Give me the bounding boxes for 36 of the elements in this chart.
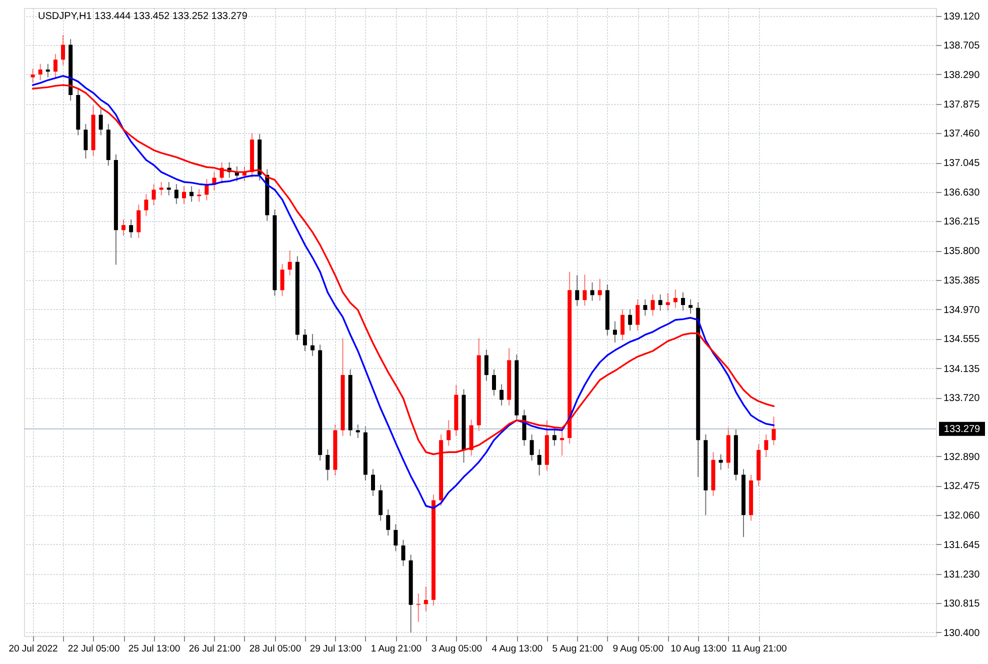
y-tick-label: 138.290 [944, 70, 980, 81]
x-tick-label: 26 Jul 21:00 [188, 644, 241, 654]
y-tick-label: 139.120 [944, 11, 980, 22]
y-tick-label: 137.045 [944, 158, 980, 170]
y-tick-label: 137.460 [944, 128, 980, 140]
y-tick-label: 136.630 [944, 187, 980, 198]
x-tick-label: 25 Jul 13:00 [128, 644, 180, 654]
y-tick-label: 134.555 [944, 334, 980, 346]
y-tick-label: 132.060 [944, 510, 980, 522]
y-tick-label: 131.645 [944, 540, 980, 551]
x-tick-label: 4 Aug 13:00 [492, 644, 543, 654]
y-tick-label: 135.385 [944, 275, 980, 286]
y-tick-label: 134.970 [944, 304, 980, 316]
ref-line-label: 133.279 [944, 424, 981, 435]
y-tick-label: 136.215 [944, 216, 980, 228]
y-tick-label: 133.720 [944, 393, 980, 404]
y-tick-label: 132.890 [944, 452, 980, 463]
chart-title: USDJPY,H1 133.444 133.452 133.252 133.279 [38, 11, 248, 22]
y-tick-label: 134.135 [944, 364, 980, 375]
y-tick-label: 132.475 [944, 481, 980, 492]
x-tick-label: 1 Aug 21:00 [370, 644, 422, 654]
x-tick-label: 11 Aug 21:00 [731, 644, 787, 654]
x-tick-label: 3 Aug 05:00 [431, 644, 482, 654]
y-tick-label: 137.875 [944, 99, 980, 110]
x-tick-label: 29 Jul 13:00 [310, 644, 362, 654]
y-tick-label: 131.230 [944, 569, 980, 580]
x-tick-label: 9 Aug 05:00 [612, 644, 664, 654]
y-tick-label: 138.705 [944, 40, 980, 52]
x-tick-label: 20 Jul 2022 [8, 644, 58, 654]
y-tick-label: 135.800 [944, 246, 980, 258]
x-tick-label: 28 Jul 05:00 [249, 644, 302, 654]
x-tick-label: 10 Aug 13:00 [670, 644, 727, 654]
y-tick-label: 130.815 [944, 598, 980, 610]
y-tick-label: 130.400 [944, 628, 980, 639]
x-tick-label: 22 Jul 05:00 [68, 644, 120, 654]
x-tick-label: 5 Aug 21:00 [552, 644, 604, 654]
